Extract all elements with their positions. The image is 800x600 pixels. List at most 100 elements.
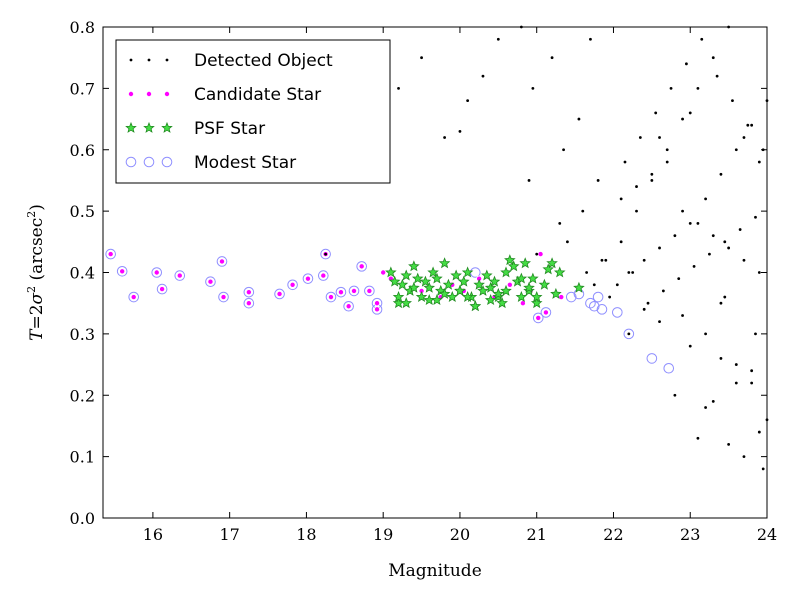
legend-marker-detected-object [165, 58, 169, 62]
psf-star-point [427, 266, 439, 278]
detected-object-point [746, 123, 750, 127]
detected-object-point [658, 136, 661, 139]
modest-star-point [320, 248, 331, 260]
detected-object-point [581, 209, 585, 213]
psf-star-point [550, 287, 562, 299]
modest-star-point [128, 291, 140, 303]
candidate-star-point [380, 269, 387, 276]
legend-marker-psf-star [161, 121, 173, 133]
detected-object-point [661, 289, 665, 293]
candidate-star-point [351, 287, 358, 294]
psf-star-point [423, 281, 436, 293]
detected-object-point [711, 234, 715, 238]
detected-object-point [619, 240, 623, 244]
legend-box [115, 39, 391, 184]
y-tick-label: 0.6 [70, 141, 95, 160]
detected-object-point [723, 240, 727, 244]
legend-entry-modest-star: Modest Star [125, 153, 296, 173]
psf-star-point [515, 272, 528, 284]
x-tick-label: 19 [373, 525, 393, 544]
modest-star-point [592, 291, 604, 303]
psf-star-point [488, 275, 501, 287]
psf-star-point [438, 287, 451, 299]
y-axis-label: T=2σ2 (arcsec2) [25, 204, 47, 341]
candidate-star-point [119, 268, 126, 275]
psf-star-point [504, 254, 516, 266]
modest-star-point [218, 291, 229, 303]
modest-star-point [174, 270, 186, 281]
detected-object-point [757, 271, 761, 274]
psf-star-point [530, 290, 543, 302]
detected-object-point [623, 160, 627, 164]
psf-star-point [530, 297, 543, 309]
modest-star-point [287, 279, 298, 291]
modest-star-point [532, 312, 544, 324]
legend-label: Detected Object [194, 51, 333, 71]
y-tick-label: 0.8 [70, 18, 95, 37]
psf-star-point [419, 275, 432, 287]
detected-object-point [650, 179, 654, 182]
legend-marker-candidate-star [145, 91, 152, 98]
y-tick-label: 0.2 [70, 386, 95, 405]
x-tick-label: 18 [296, 525, 316, 544]
legend-label: PSF Star [194, 119, 265, 139]
modest-star-point [540, 307, 552, 318]
psf-star-point [411, 272, 424, 284]
candidate-star-point [130, 294, 137, 301]
modest-star-point [646, 353, 658, 364]
detected-object-point [324, 252, 328, 256]
detected-object-point [696, 436, 700, 440]
detected-object-point [466, 99, 470, 103]
detected-object-point [754, 332, 757, 336]
legend-marker-candidate-star [127, 91, 134, 98]
modest-star-point [343, 300, 354, 312]
detected-object-point [715, 74, 719, 78]
x-axis-label: Magnitude [388, 561, 482, 581]
y-tick-label: 0.4 [70, 264, 95, 283]
psf-star-point [515, 290, 528, 302]
legend-marker-modest-star [143, 156, 155, 168]
psf-star-point [396, 278, 409, 290]
detected-object-point [650, 172, 654, 176]
psf-star-point [469, 300, 482, 312]
candidate-star-point [542, 309, 549, 316]
psf-star-point [523, 281, 535, 293]
modest-star-point [325, 291, 337, 303]
detected-object-point [558, 222, 562, 225]
detected-object-point [638, 136, 642, 139]
detected-object-point [700, 37, 704, 41]
candidate-star-point [320, 272, 327, 279]
psf-star-point [438, 257, 451, 269]
detected-object-point [688, 222, 692, 225]
candidate-star-point [153, 269, 160, 276]
detected-object-point [635, 209, 638, 213]
detected-object-point [665, 160, 669, 164]
modest-star-point [243, 286, 255, 298]
psf-star-point [573, 281, 585, 293]
candidate-star-point [374, 306, 381, 313]
detected-object-point [673, 393, 677, 397]
x-tick-label: 21 [527, 525, 547, 544]
detected-object-point [654, 111, 658, 115]
x-tick-label: 20 [450, 525, 470, 544]
psf-star-point [385, 266, 397, 278]
detected-object-point [589, 37, 592, 41]
legend-marker-candidate-star [163, 91, 170, 98]
candidate-star-point [289, 281, 296, 288]
psf-star-point [519, 257, 531, 269]
candidate-star-point [535, 314, 542, 321]
y-tick-label: 0.1 [70, 448, 95, 467]
modest-star-point [663, 362, 675, 374]
psf-star-point [431, 272, 443, 284]
candidate-star-point [358, 263, 365, 270]
detected-object-point [742, 258, 746, 262]
psf-star-point [546, 257, 558, 269]
detected-object-point [443, 136, 446, 139]
detected-object-point [696, 86, 700, 90]
detected-object-point [734, 363, 738, 366]
x-tick-label: 24 [757, 525, 777, 544]
psf-star-point [496, 297, 508, 309]
detected-object-point [577, 117, 581, 121]
psf-star-point [458, 275, 470, 287]
